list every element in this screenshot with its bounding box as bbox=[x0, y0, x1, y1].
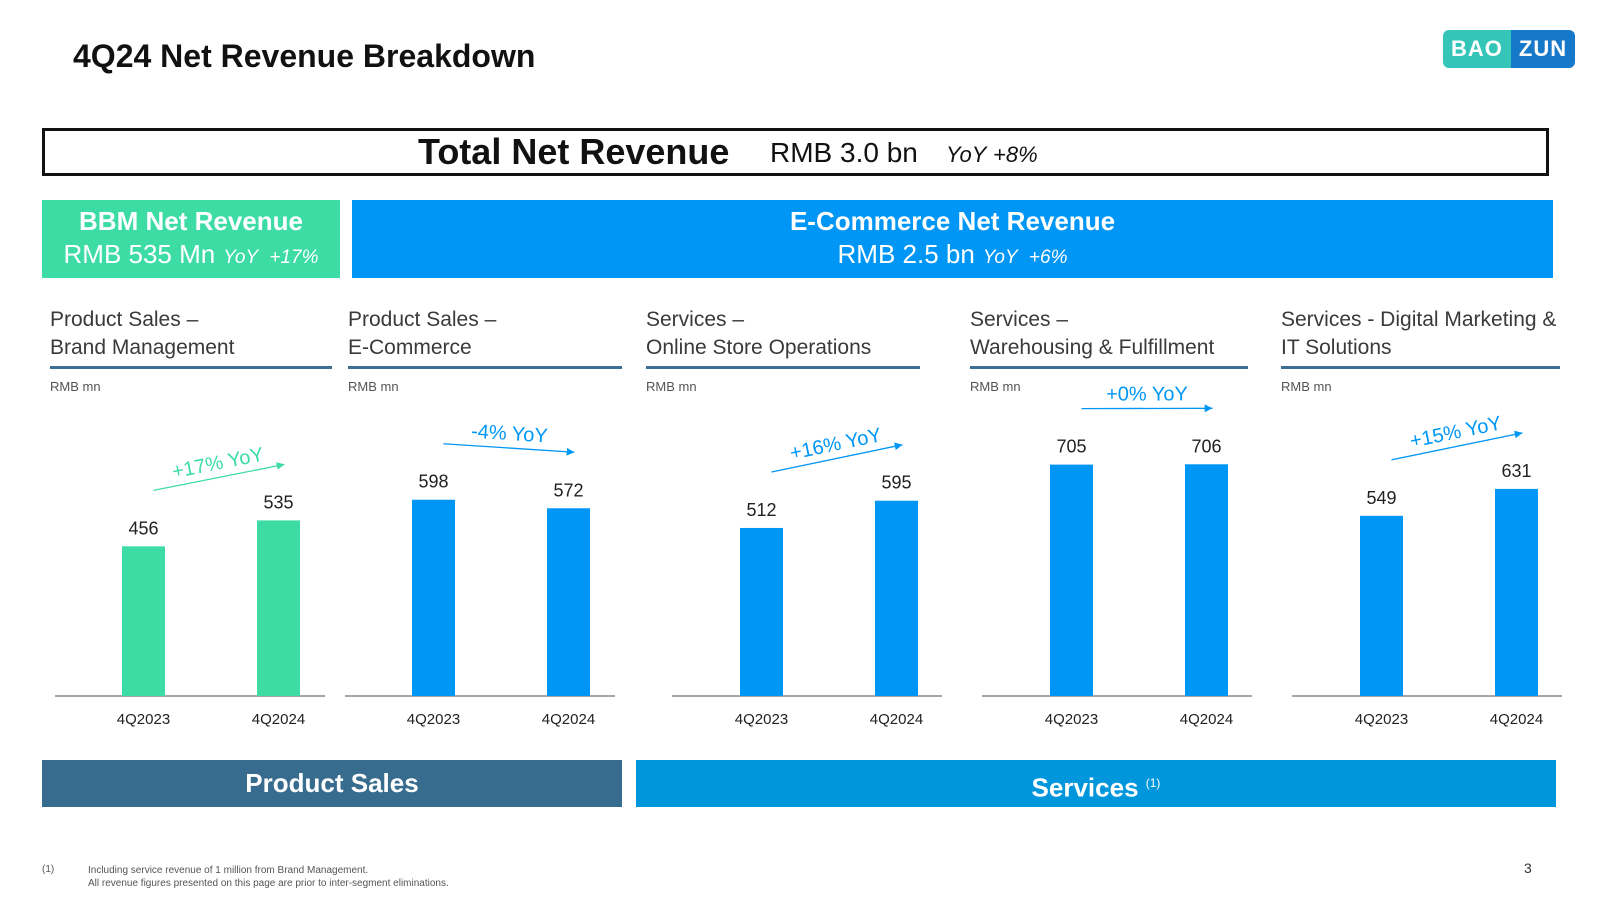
bar bbox=[1360, 515, 1403, 696]
services-label: Services bbox=[1031, 772, 1139, 803]
data-label: 706 bbox=[1191, 436, 1221, 456]
panel-title-line2: Online Store Operations bbox=[646, 336, 872, 359]
bar bbox=[875, 500, 918, 696]
panel-title-line1: Services – bbox=[646, 308, 745, 331]
bar bbox=[257, 520, 300, 696]
bar bbox=[1495, 488, 1538, 696]
panel-rule bbox=[50, 366, 332, 369]
logo-part-bao: BAO bbox=[1443, 30, 1511, 68]
data-label: 512 bbox=[746, 500, 776, 520]
bbm-revenue-box: BBM Net Revenue RMB 535 Mn YoY +17% bbox=[42, 200, 340, 278]
panel-rule bbox=[646, 366, 920, 369]
panel-unit: RMB mn bbox=[50, 379, 101, 394]
panel-title-line1: Services - Digital Marketing & bbox=[1281, 308, 1557, 331]
footnote-line1: Including service revenue of 1 million f… bbox=[88, 865, 369, 876]
bar bbox=[740, 527, 783, 696]
baozun-logo: BAO ZUN bbox=[1443, 30, 1576, 68]
yoy-arrow bbox=[771, 442, 903, 473]
total-yoy-label: YoY bbox=[946, 142, 987, 167]
panel-title-line2: Brand Management bbox=[50, 336, 235, 359]
yoy-annotation: -4% YoY bbox=[470, 421, 548, 448]
data-label: 631 bbox=[1501, 461, 1531, 481]
yoy-annotation: +0% YoY bbox=[1106, 383, 1188, 405]
panel-digital-marketing-it: Services - Digital Marketing & IT Soluti… bbox=[1281, 306, 1560, 394]
services-footnote-ref: (1) bbox=[1145, 776, 1161, 790]
bbm-title: BBM Net Revenue bbox=[79, 206, 303, 236]
bar bbox=[412, 499, 455, 696]
total-yoy-value: +8% bbox=[993, 142, 1038, 167]
panel-ecommerce: Product Sales – E-Commerce RMB mn bbox=[348, 306, 622, 394]
panel-rule bbox=[970, 366, 1248, 369]
data-label: 595 bbox=[881, 473, 911, 493]
panel-unit: RMB mn bbox=[1281, 379, 1332, 394]
panel-brand-management: Product Sales – Brand Management RMB mn bbox=[50, 306, 332, 394]
panel-rule bbox=[348, 366, 622, 369]
total-revenue-value: RMB 3.0 bn bbox=[770, 137, 918, 168]
services-bar: Services (1) bbox=[636, 760, 1556, 807]
panel-rule bbox=[1281, 366, 1560, 369]
panel-title-line2: Warehousing & Fulfillment bbox=[970, 336, 1215, 359]
product-sales-label: Product Sales bbox=[245, 768, 419, 798]
tick-label: 4Q2024 bbox=[252, 711, 305, 728]
yoy-arrow bbox=[153, 462, 285, 491]
data-label: 572 bbox=[553, 480, 583, 500]
tick-label: 4Q2023 bbox=[1045, 711, 1098, 728]
bar bbox=[1185, 464, 1228, 696]
data-label: 598 bbox=[418, 472, 448, 492]
panel-title-line2: IT Solutions bbox=[1281, 336, 1392, 359]
ecommerce-revenue-box: E-Commerce Net Revenue RMB 2.5 bn YoY +6% bbox=[352, 200, 1553, 278]
panel-warehousing-fulfillment: Services – Warehousing & Fulfillment RMB… bbox=[970, 306, 1248, 394]
tick-label: 4Q2023 bbox=[407, 711, 460, 728]
total-revenue-label: Total Net Revenue bbox=[418, 131, 730, 172]
ecommerce-value-line: RMB 2.5 bn YoY +6% bbox=[352, 239, 1553, 270]
bar bbox=[122, 546, 165, 696]
ecommerce-yoy-label: YoY bbox=[982, 247, 1018, 268]
page-number: 3 bbox=[1524, 860, 1532, 876]
tick-label: 4Q2023 bbox=[1355, 711, 1408, 728]
ecommerce-value: RMB 2.5 bn bbox=[837, 239, 975, 269]
tick-label: 4Q2024 bbox=[1180, 711, 1233, 728]
yoy-arrow bbox=[1391, 430, 1523, 461]
tick-label: 4Q2023 bbox=[117, 711, 170, 728]
bbm-yoy-label: YoY bbox=[223, 247, 259, 268]
bbm-yoy-value: +17% bbox=[269, 247, 319, 268]
total-revenue-box bbox=[42, 128, 1549, 176]
data-label: 549 bbox=[1366, 488, 1396, 508]
bar bbox=[1050, 464, 1093, 696]
panel-online-store-operations: Services – Online Store Operations RMB m… bbox=[646, 306, 920, 394]
tick-label: 4Q2024 bbox=[1490, 711, 1543, 728]
panel-title-line1: Product Sales – bbox=[348, 308, 497, 331]
tick-label: 4Q2024 bbox=[870, 711, 923, 728]
data-label: 456 bbox=[128, 518, 158, 538]
page-title: 4Q24 Net Revenue Breakdown bbox=[73, 38, 536, 74]
panel-title-line1: Product Sales – bbox=[50, 308, 199, 331]
logo-part-zun: ZUN bbox=[1510, 30, 1576, 68]
tick-label: 4Q2024 bbox=[542, 711, 595, 728]
data-label: 535 bbox=[263, 492, 293, 512]
yoy-arrow bbox=[443, 443, 575, 456]
footnote-text: Including service revenue of 1 million f… bbox=[88, 864, 449, 890]
ecommerce-title: E-Commerce Net Revenue bbox=[789, 206, 1116, 236]
product-sales-bar: Product Sales bbox=[42, 760, 622, 807]
bar bbox=[547, 508, 590, 696]
panel-unit: RMB mn bbox=[348, 379, 399, 394]
panel-unit: RMB mn bbox=[970, 379, 1021, 394]
panel-title-line2: E-Commerce bbox=[348, 336, 472, 359]
footnote-marker: (1) bbox=[42, 864, 55, 875]
tick-label: 4Q2023 bbox=[735, 711, 788, 728]
bbm-value-line: RMB 535 Mn YoY +17% bbox=[42, 239, 340, 270]
footnote-line2: All revenue figures presented on this pa… bbox=[88, 878, 449, 889]
panel-title-line1: Services – bbox=[970, 308, 1069, 331]
panel-unit: RMB mn bbox=[646, 379, 697, 394]
ecommerce-yoy-value: +6% bbox=[1028, 247, 1068, 268]
bbm-value: RMB 535 Mn bbox=[63, 239, 216, 269]
data-label: 705 bbox=[1056, 437, 1086, 457]
